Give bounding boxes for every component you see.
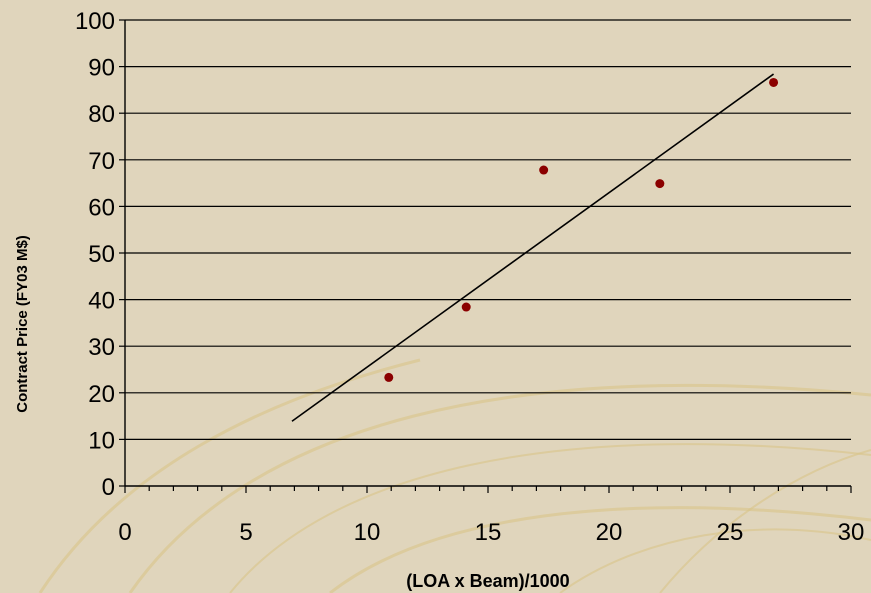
y-tick-label: 0 [102, 474, 115, 501]
y-tick-label: 90 [88, 55, 115, 82]
background-swirl [329, 506, 871, 593]
trendline [291, 73, 775, 422]
y-axis-title: Contract Price (FY03 M$) [14, 235, 31, 413]
background-swirl [659, 449, 871, 593]
x-axis-title: (LOA x Beam)/1000 [406, 571, 569, 591]
background-swirl [559, 528, 871, 593]
data-point [769, 77, 779, 87]
y-tick-label: 100 [75, 8, 115, 35]
data-points [384, 77, 779, 382]
y-tick-label: 80 [88, 101, 115, 128]
gridlines [125, 19, 851, 440]
x-tick-label: 30 [838, 519, 865, 546]
y-tick-label: 40 [88, 288, 115, 315]
x-tick-label: 25 [717, 519, 744, 546]
y-tick-label: 10 [88, 427, 115, 454]
trendline-layer [291, 73, 775, 422]
data-point [539, 165, 549, 175]
background-swirl [229, 443, 871, 593]
x-tick-label: 15 [475, 519, 502, 546]
x-tick-label: 0 [118, 519, 131, 546]
tick-labels: 0 10 20 30 40 50 60 70 80 90 100 0 5 10 15 20 25 30 [75, 8, 864, 546]
axes [119, 19, 852, 493]
background-swirl [128, 383, 871, 593]
y-tick-label: 70 [88, 148, 115, 175]
x-tick-label: 10 [354, 519, 381, 546]
background-swirls [38, 358, 871, 593]
x-tick-label: 20 [596, 519, 623, 546]
data-point [384, 372, 394, 382]
y-tick-label: 60 [88, 194, 115, 221]
data-point [461, 302, 471, 312]
x-tick-label: 5 [239, 519, 252, 546]
data-point [655, 179, 665, 189]
y-tick-label: 50 [88, 241, 115, 268]
y-tick-label: 20 [88, 381, 115, 408]
y-tick-label: 30 [88, 334, 115, 361]
background-swirl [38, 358, 421, 593]
